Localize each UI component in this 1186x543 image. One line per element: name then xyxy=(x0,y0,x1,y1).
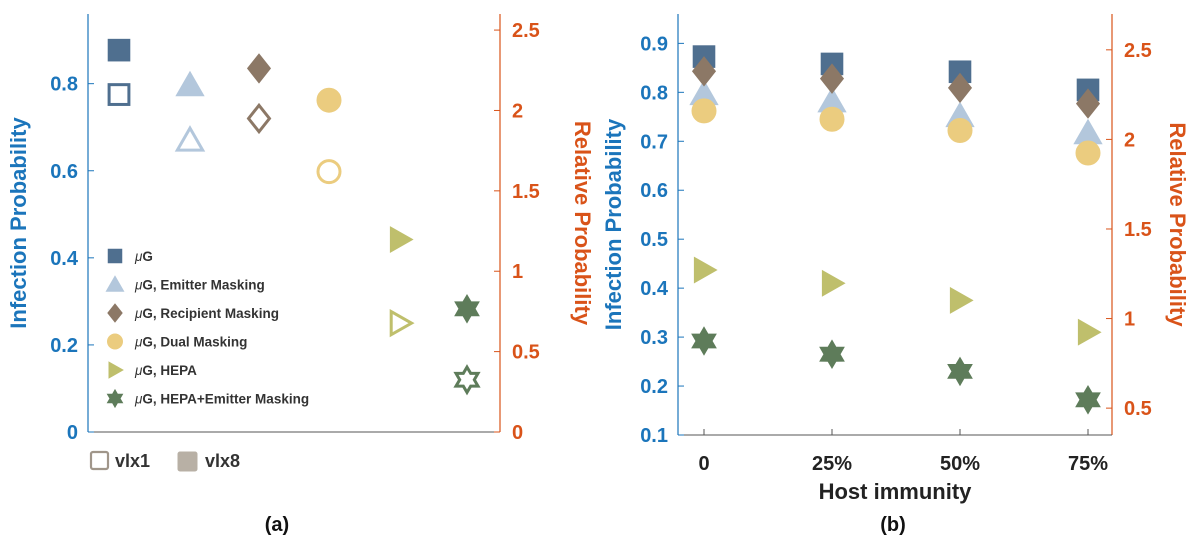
right-tick-label: 0 xyxy=(512,422,523,444)
left-tick-label: 0.6 xyxy=(640,180,668,202)
right-tick-label: 1 xyxy=(1124,309,1135,331)
triangle-right-marker-vlx1 xyxy=(389,309,415,338)
star-marker-vlx8 xyxy=(454,294,480,324)
circle-marker-vlx1 xyxy=(316,159,342,185)
square-marker-vlx1 xyxy=(107,83,131,106)
panel-a: 0 0.2 0.4 0.6 0.8 0 0.5 1 1.5 2 2.5 Infection Proba… xyxy=(6,14,595,444)
triangle-right-marker xyxy=(821,269,846,297)
x-tick-label: 50% xyxy=(940,453,980,475)
legend-entry-label: μG, HEPA xyxy=(134,363,197,378)
circle-marker xyxy=(819,106,845,132)
x-tick-label: 25% xyxy=(812,453,852,475)
legend-diamond-marker xyxy=(107,303,123,323)
right-tick-label: 1.5 xyxy=(512,181,540,203)
panel-label-a: (a) xyxy=(265,514,289,536)
legend: μG μG, Emitter Masking μG, Recipient Maski… xyxy=(105,248,309,409)
circle-marker xyxy=(947,118,973,144)
x-axis-label: Host immunity xyxy=(819,479,973,504)
legend-triangle-marker xyxy=(105,275,125,292)
x-tick-label: 0 xyxy=(698,453,709,475)
right-tick-label: 1.5 xyxy=(1124,219,1152,241)
hollow-swatch xyxy=(89,450,110,471)
diamond-marker xyxy=(819,63,845,94)
square-marker-vlx8 xyxy=(107,38,131,62)
triangle-right-marker xyxy=(1077,318,1102,346)
left-tick-label: 0.2 xyxy=(640,376,668,398)
left-axis-label: Infection Probability xyxy=(601,118,626,330)
triangle-marker xyxy=(1073,118,1103,145)
left-tick-label: 0.4 xyxy=(640,278,669,300)
right-tick-label: 2.5 xyxy=(512,20,540,42)
legend-entry-label: μG, Dual Masking xyxy=(134,335,247,350)
left-tick-label: 0 xyxy=(67,422,78,444)
legend-star-marker xyxy=(106,388,124,409)
left-tick-label: 0.3 xyxy=(640,327,668,349)
diamond-marker-vlx1 xyxy=(246,102,272,135)
left-tick-label: 0.1 xyxy=(640,425,668,447)
star-marker xyxy=(691,326,717,356)
diamond-marker xyxy=(691,56,717,87)
left-axis-label: Infection Probability xyxy=(6,117,31,329)
left-tick-label: 0.5 xyxy=(640,229,668,251)
legend-square-marker xyxy=(107,248,123,264)
legend-entry-label: μG xyxy=(134,249,153,264)
left-tick-label: 0.8 xyxy=(50,74,78,96)
right-tick-label: 2.5 xyxy=(1124,40,1152,62)
vlx8-label: vlx8 xyxy=(205,451,240,471)
vlx1-label: vlx1 xyxy=(115,451,150,471)
right-tick-label: 2 xyxy=(512,100,523,122)
legend-entry-label: μG, HEPA+Emitter Masking xyxy=(134,392,309,407)
triangle-marker-vlx1 xyxy=(174,125,206,152)
left-tick-label: 0.7 xyxy=(640,131,668,153)
legend-entry-label: μG, Recipient Masking xyxy=(134,306,279,321)
right-axis-label: Relative Probability xyxy=(570,121,595,326)
triangle-right-marker-vlx8 xyxy=(389,226,414,254)
right-tick-label: 2 xyxy=(1124,129,1135,151)
x-tick-label: 75% xyxy=(1068,453,1108,475)
triangle-right-marker xyxy=(949,286,974,314)
legend-triangle-right-marker xyxy=(108,361,124,379)
legend-entry-label: μG, Emitter Masking xyxy=(134,278,265,293)
star-marker xyxy=(819,339,845,369)
star-marker-vlx1 xyxy=(453,364,481,396)
left-tick-label: 0.4 xyxy=(50,248,79,270)
diamond-marker xyxy=(947,72,973,104)
panel-label-b: (b) xyxy=(880,514,906,536)
diamond-marker xyxy=(1075,88,1101,119)
circle-marker-vlx8 xyxy=(316,87,342,113)
diamond-marker-vlx8 xyxy=(246,53,272,84)
star-marker xyxy=(947,356,973,387)
right-axis-label: Relative Probability xyxy=(1165,122,1186,327)
right-tick-label: 0.5 xyxy=(512,342,540,364)
left-tick-label: 0.6 xyxy=(50,161,78,183)
star-marker xyxy=(1075,385,1101,415)
legend-circle-marker xyxy=(107,333,123,350)
right-tick-label: 1 xyxy=(512,261,523,283)
left-tick-label: 0.9 xyxy=(640,33,668,55)
circle-marker xyxy=(1075,140,1101,166)
filled-swatch xyxy=(177,451,198,472)
fill-key: vlx1 vlx8 xyxy=(89,450,240,472)
left-tick-label: 0.8 xyxy=(640,82,668,104)
triangle-marker-vlx8 xyxy=(175,70,205,97)
right-tick-label: 0.5 xyxy=(1124,398,1152,420)
panel-b: 0.1 0.2 0.3 0.4 0.5 0.6 0.7 0.8 0.9 0.5 1 1.5 2 2.5 0 2… xyxy=(601,14,1186,504)
circle-marker xyxy=(691,98,717,124)
triangle-right-marker xyxy=(693,256,718,284)
left-tick-label: 0.2 xyxy=(50,335,78,357)
